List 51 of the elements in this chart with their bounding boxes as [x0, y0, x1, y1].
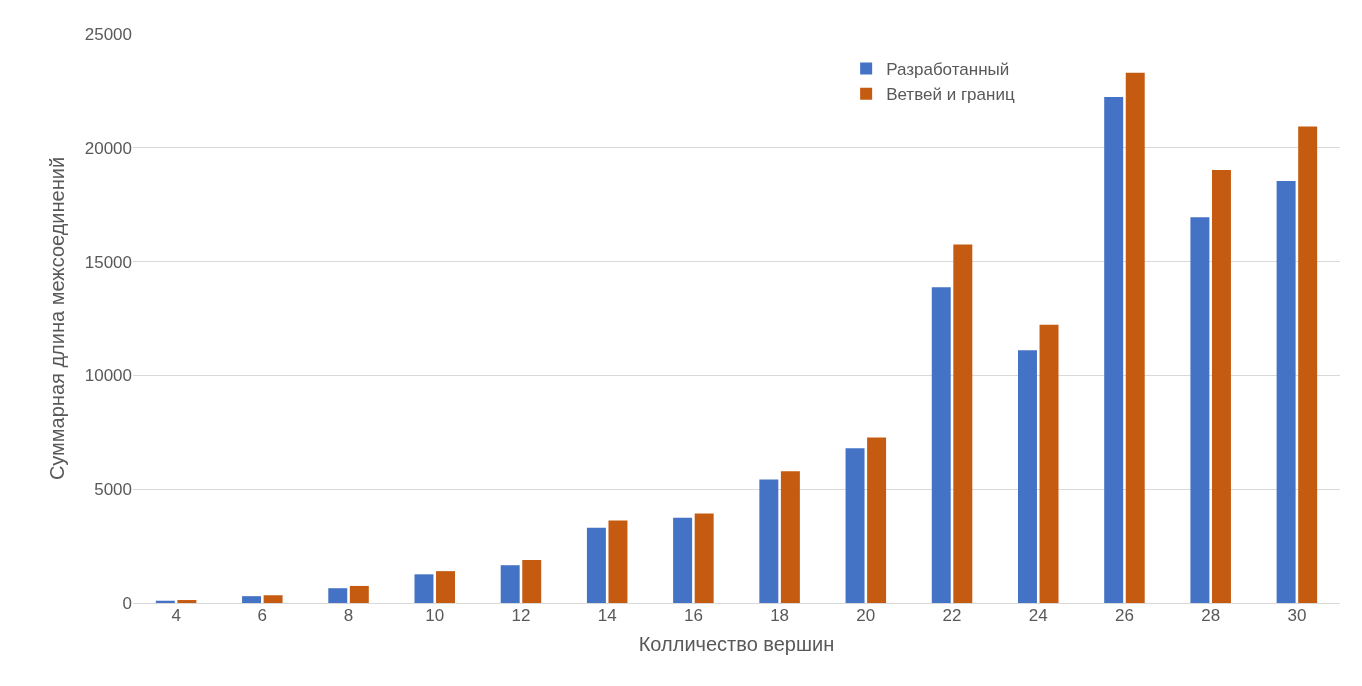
y-tick-label: 10000 — [84, 366, 132, 386]
x-tick-label: 6 — [257, 606, 268, 625]
y-axis-title: Суммарная длина межсоединений — [46, 156, 69, 481]
bar — [673, 517, 693, 603]
bar — [694, 513, 714, 603]
bar — [1017, 350, 1037, 603]
bar — [1190, 217, 1210, 603]
bar — [349, 585, 369, 603]
bar — [608, 520, 628, 603]
x-tick-label: 30 — [1287, 606, 1307, 625]
y-tick-label: 5000 — [94, 480, 132, 500]
x-axis-title: Колличество вершин — [638, 632, 835, 655]
y-tick-label: 25000 — [84, 24, 132, 44]
bar — [845, 448, 865, 603]
bar — [328, 588, 348, 603]
x-tick-label: 28 — [1201, 606, 1221, 625]
x-tick-label: 12 — [511, 606, 531, 625]
bar — [500, 565, 520, 603]
bar — [436, 571, 456, 603]
bar — [1104, 97, 1124, 603]
bar — [1298, 126, 1318, 603]
bar — [522, 559, 542, 603]
bar — [586, 527, 606, 603]
y-tick-label: 0 — [122, 593, 132, 613]
y-tick-label: 20000 — [84, 138, 132, 158]
bar — [759, 479, 779, 603]
legend-label: Разработанный — [886, 60, 1010, 80]
bar — [1211, 169, 1231, 603]
bar — [1125, 72, 1145, 603]
x-tick-label: 18 — [770, 606, 790, 625]
x-tick-label: 26 — [1115, 606, 1134, 625]
bar — [1039, 324, 1059, 603]
x-tick-label: 20 — [856, 606, 876, 625]
x-tick-label: 4 — [171, 606, 181, 625]
bar — [780, 471, 800, 603]
bar — [263, 595, 283, 603]
x-tick-label: 22 — [942, 606, 962, 625]
bar — [867, 437, 887, 603]
bar — [931, 287, 951, 603]
bar — [177, 600, 197, 603]
legend-label: Ветвей и границ — [886, 85, 1015, 105]
bar — [953, 244, 973, 603]
x-tick-label: 16 — [683, 606, 703, 625]
bar — [1276, 181, 1296, 603]
x-tick-label: 10 — [425, 606, 445, 625]
bar — [242, 596, 262, 603]
bar — [414, 574, 434, 603]
x-tick-label: 14 — [597, 606, 617, 625]
x-tick-label: 24 — [1028, 606, 1048, 625]
x-tick-label: 8 — [343, 606, 354, 625]
y-tick-label: 15000 — [84, 252, 132, 272]
